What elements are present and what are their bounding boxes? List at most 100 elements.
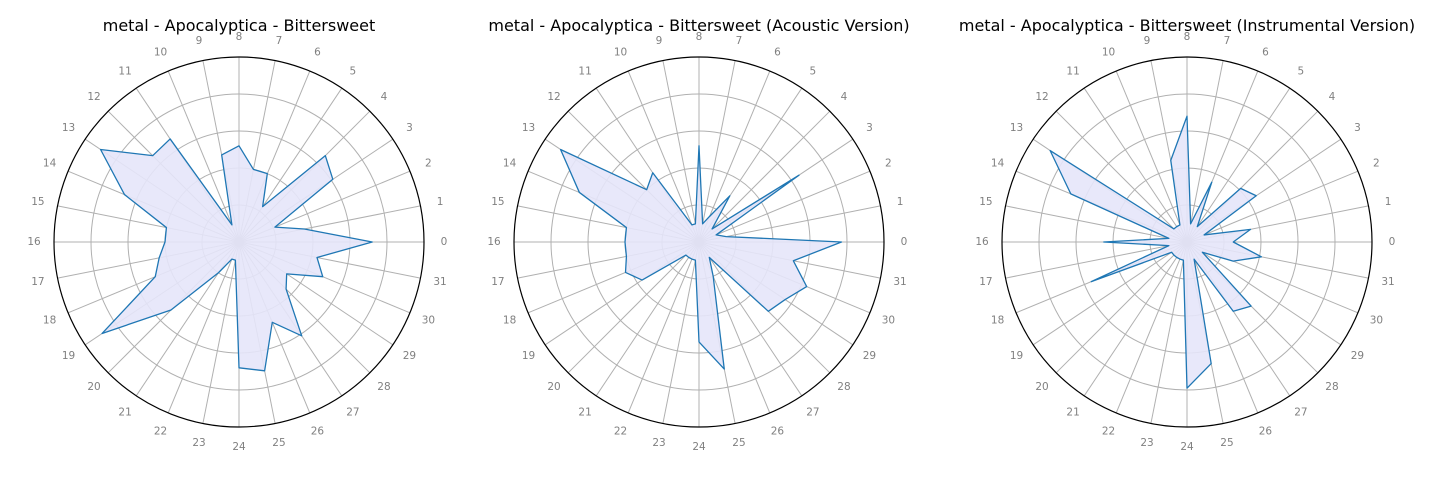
angle-tick-label: 2 xyxy=(885,158,892,170)
angle-tick-label: 17 xyxy=(491,276,504,288)
angle-tick-label: 21 xyxy=(1066,406,1079,418)
angular-gridline xyxy=(698,205,881,243)
angle-tick-label: 14 xyxy=(503,158,517,170)
angle-tick-label: 21 xyxy=(118,406,131,418)
angular-gridline xyxy=(1005,241,1188,279)
angular-gridline xyxy=(1115,70,1188,243)
angle-tick-label: 29 xyxy=(863,350,876,362)
angular-gridline xyxy=(698,60,736,243)
angle-tick-label: 7 xyxy=(736,35,743,47)
angle-tick-label: 16 xyxy=(27,236,41,248)
chart-title: metal - Apocalyptica - Bittersweet xyxy=(103,16,376,35)
series-polygon xyxy=(99,138,373,372)
angle-tick-label: 31 xyxy=(433,276,446,288)
angle-tick-label: 25 xyxy=(732,437,745,449)
angle-tick-label: 10 xyxy=(1102,47,1115,59)
radar-chart-2: metal - Apocalyptica - Bittersweet (Acou… xyxy=(487,16,909,453)
angle-tick-label: 20 xyxy=(1035,381,1048,393)
angle-tick-label: 31 xyxy=(893,276,906,288)
angle-tick-label: 12 xyxy=(87,91,100,103)
angle-tick-label: 11 xyxy=(1066,66,1079,78)
angle-tick-label: 22 xyxy=(1102,425,1115,437)
chart-title: metal - Apocalyptica - Bittersweet (Inst… xyxy=(959,16,1415,35)
angle-tick-label: 24 xyxy=(1180,441,1194,453)
angle-tick-label: 22 xyxy=(614,425,627,437)
angle-tick-label: 1 xyxy=(437,196,444,208)
angle-tick-label: 2 xyxy=(425,158,432,170)
polar-frame xyxy=(53,56,425,428)
angle-tick-label: 20 xyxy=(87,381,100,393)
angle-tick-label: 20 xyxy=(547,381,560,393)
angle-tick-label: 4 xyxy=(841,91,848,103)
angle-tick-label: 18 xyxy=(503,314,516,326)
radar-chart-3: metal - Apocalyptica - Bittersweet (Inst… xyxy=(959,16,1415,453)
angle-tick-label: 7 xyxy=(276,35,283,47)
angular-gridline xyxy=(595,241,700,397)
angle-tick-label: 26 xyxy=(771,425,785,437)
angle-tick-label: 17 xyxy=(979,276,992,288)
angular-gridline xyxy=(1186,241,1342,346)
angle-tick-label: 27 xyxy=(806,406,819,418)
angle-tick-label: 18 xyxy=(43,314,56,326)
angle-tick-label: 10 xyxy=(614,47,627,59)
angular-gridline xyxy=(1005,205,1188,243)
angular-gridline xyxy=(1083,241,1188,397)
angular-gridline xyxy=(698,241,803,397)
angle-tick-label: 9 xyxy=(1144,35,1151,47)
angle-tick-label: 14 xyxy=(43,158,57,170)
angle-tick-label: 8 xyxy=(236,31,243,43)
angle-tick-label: 2 xyxy=(1373,158,1380,170)
angle-tick-label: 6 xyxy=(774,47,781,59)
angular-gridline xyxy=(1186,170,1359,243)
angle-tick-label: 3 xyxy=(1354,122,1361,134)
angle-tick-label: 18 xyxy=(991,314,1004,326)
angle-tick-label: 28 xyxy=(1325,381,1338,393)
angle-tick-label: 16 xyxy=(487,236,501,248)
angle-tick-label: 30 xyxy=(1370,314,1383,326)
angle-tick-label: 11 xyxy=(578,66,591,78)
angular-gridline xyxy=(202,241,240,424)
angle-tick-label: 12 xyxy=(1035,91,1048,103)
angle-tick-label: 10 xyxy=(154,47,167,59)
radar-chart-1: metal - Apocalyptica - Bittersweet012345… xyxy=(27,16,447,453)
angle-tick-label: 16 xyxy=(975,236,989,248)
angle-tick-label: 0 xyxy=(1389,236,1396,248)
angular-gridline xyxy=(1083,87,1188,243)
angle-tick-label: 23 xyxy=(1140,437,1153,449)
angle-tick-label: 28 xyxy=(837,381,850,393)
angle-tick-label: 30 xyxy=(422,314,435,326)
angle-tick-label: 23 xyxy=(192,437,205,449)
angular-gridline xyxy=(167,241,240,414)
angle-tick-label: 22 xyxy=(154,425,167,437)
angle-tick-label: 3 xyxy=(406,122,413,134)
angle-tick-label: 3 xyxy=(866,122,873,134)
angular-gridline xyxy=(1186,60,1224,243)
angular-gridline xyxy=(1150,241,1188,424)
angular-gridline xyxy=(698,70,771,243)
angular-gridline xyxy=(1055,241,1188,374)
angle-tick-label: 5 xyxy=(1298,66,1305,78)
angle-tick-label: 19 xyxy=(62,350,75,362)
angle-tick-label: 14 xyxy=(991,158,1005,170)
angular-gridline xyxy=(662,241,700,424)
angle-tick-label: 8 xyxy=(1184,31,1191,43)
angle-tick-label: 17 xyxy=(31,276,44,288)
angular-gridline xyxy=(662,60,700,243)
angular-gridline xyxy=(1115,241,1188,414)
angle-tick-label: 13 xyxy=(62,122,75,134)
angle-tick-label: 0 xyxy=(901,236,908,248)
angle-tick-label: 30 xyxy=(882,314,895,326)
angle-tick-label: 29 xyxy=(1351,350,1364,362)
angle-tick-label: 21 xyxy=(578,406,591,418)
angular-gridline xyxy=(1186,241,1259,414)
angle-tick-label: 31 xyxy=(1381,276,1394,288)
angle-tick-label: 1 xyxy=(897,196,904,208)
angular-gridline xyxy=(1186,87,1291,243)
angle-tick-label: 24 xyxy=(232,441,246,453)
polar-frame xyxy=(1001,56,1373,428)
angle-tick-label: 13 xyxy=(522,122,535,134)
angle-tick-label: 4 xyxy=(381,91,388,103)
angle-tick-label: 4 xyxy=(1329,91,1336,103)
angle-tick-label: 1 xyxy=(1385,196,1392,208)
